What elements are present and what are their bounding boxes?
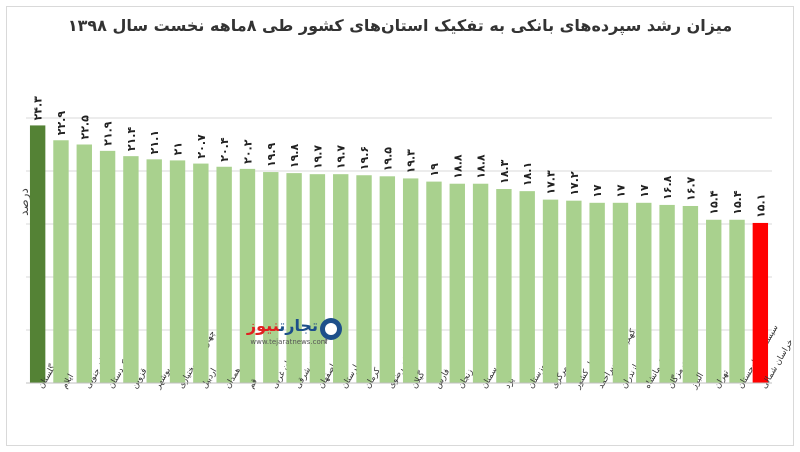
bar bbox=[99, 150, 116, 383]
watermark-name: تجارتنیوز bbox=[246, 316, 318, 335]
data-label: ۲۱.۴ bbox=[125, 127, 138, 152]
bar bbox=[659, 204, 675, 383]
data-label: ۲۱.۹ bbox=[102, 121, 115, 146]
data-label: ۲۰.۲ bbox=[241, 139, 254, 164]
data-label: ۲۰.۷ bbox=[195, 134, 208, 159]
bar bbox=[449, 183, 465, 383]
bar bbox=[566, 200, 582, 383]
bar bbox=[426, 181, 442, 383]
bar bbox=[636, 202, 652, 383]
data-label: ۱۷.۳ bbox=[545, 170, 558, 195]
watermark-url: www.tejaratnews.com bbox=[250, 338, 328, 346]
bar bbox=[239, 168, 256, 383]
data-label: ۱۹.۷ bbox=[335, 145, 348, 170]
data-label: ۱۷ bbox=[591, 184, 604, 198]
data-label: ۱۷.۲ bbox=[568, 171, 581, 196]
data-label: ۲۲.۹ bbox=[55, 111, 68, 136]
data-label: ۱۹.۸ bbox=[288, 144, 301, 169]
bar bbox=[286, 173, 302, 383]
data-label: ۱۵.۴ bbox=[708, 190, 721, 215]
category-label: قم bbox=[246, 377, 260, 390]
data-label: ۱۹.۹ bbox=[265, 142, 278, 167]
data-label: ۱۹ bbox=[428, 163, 441, 177]
data-label: ۲۲.۵ bbox=[78, 115, 91, 140]
data-label: ۱۹.۷ bbox=[311, 145, 324, 170]
bar bbox=[309, 174, 326, 383]
data-label: ۱۸.۸ bbox=[451, 154, 464, 179]
bar bbox=[29, 125, 46, 384]
data-label: ۱۵.۴ bbox=[731, 190, 744, 215]
data-label: ۲۴.۳ bbox=[32, 96, 45, 121]
data-label: ۱۸.۸ bbox=[475, 154, 488, 179]
tejaratnews-logo-icon bbox=[320, 318, 342, 340]
bar bbox=[193, 163, 209, 383]
data-label: ۱۸.۱ bbox=[521, 162, 534, 186]
bar bbox=[169, 160, 186, 383]
data-label: ۱۶.۷ bbox=[684, 176, 697, 201]
bar bbox=[356, 175, 372, 383]
bar bbox=[333, 174, 349, 383]
bar bbox=[496, 189, 512, 383]
data-label: ۱۹.۳ bbox=[405, 149, 418, 174]
watermark: تجارتنیوز www.tejaratnews.com bbox=[236, 316, 348, 350]
bar bbox=[472, 183, 489, 383]
data-label: ۲۱ bbox=[172, 142, 185, 155]
bar bbox=[612, 202, 629, 383]
data-label: ۱۶.۸ bbox=[661, 175, 674, 200]
data-label: ۲۱.۱ bbox=[148, 130, 161, 154]
bar bbox=[123, 156, 139, 383]
bar bbox=[76, 144, 92, 383]
bar bbox=[519, 191, 535, 383]
bar bbox=[53, 140, 69, 383]
bar bbox=[682, 205, 699, 383]
data-label: ۲۰.۴ bbox=[218, 137, 231, 162]
bar bbox=[263, 172, 279, 383]
data-label: ۱۵.۱ bbox=[754, 194, 767, 218]
chart-title: میزان رشد سپرده‌های بانکی به تفکیک استان… bbox=[67, 16, 733, 35]
bar bbox=[402, 178, 419, 383]
bar bbox=[752, 222, 769, 383]
bar bbox=[542, 199, 559, 383]
data-label: ۱۹.۶ bbox=[358, 146, 371, 170]
data-label: ۱۷ bbox=[614, 184, 627, 198]
bar bbox=[706, 219, 722, 383]
bar bbox=[729, 219, 745, 383]
bar bbox=[216, 166, 232, 383]
bar bbox=[379, 176, 396, 383]
chart-frame bbox=[6, 6, 794, 446]
data-label: ۱۸.۳ bbox=[498, 159, 511, 184]
bar bbox=[589, 202, 605, 383]
data-label: ۱۷ bbox=[638, 184, 651, 198]
data-label: ۱۹.۵ bbox=[381, 147, 394, 172]
bar bbox=[146, 159, 162, 383]
